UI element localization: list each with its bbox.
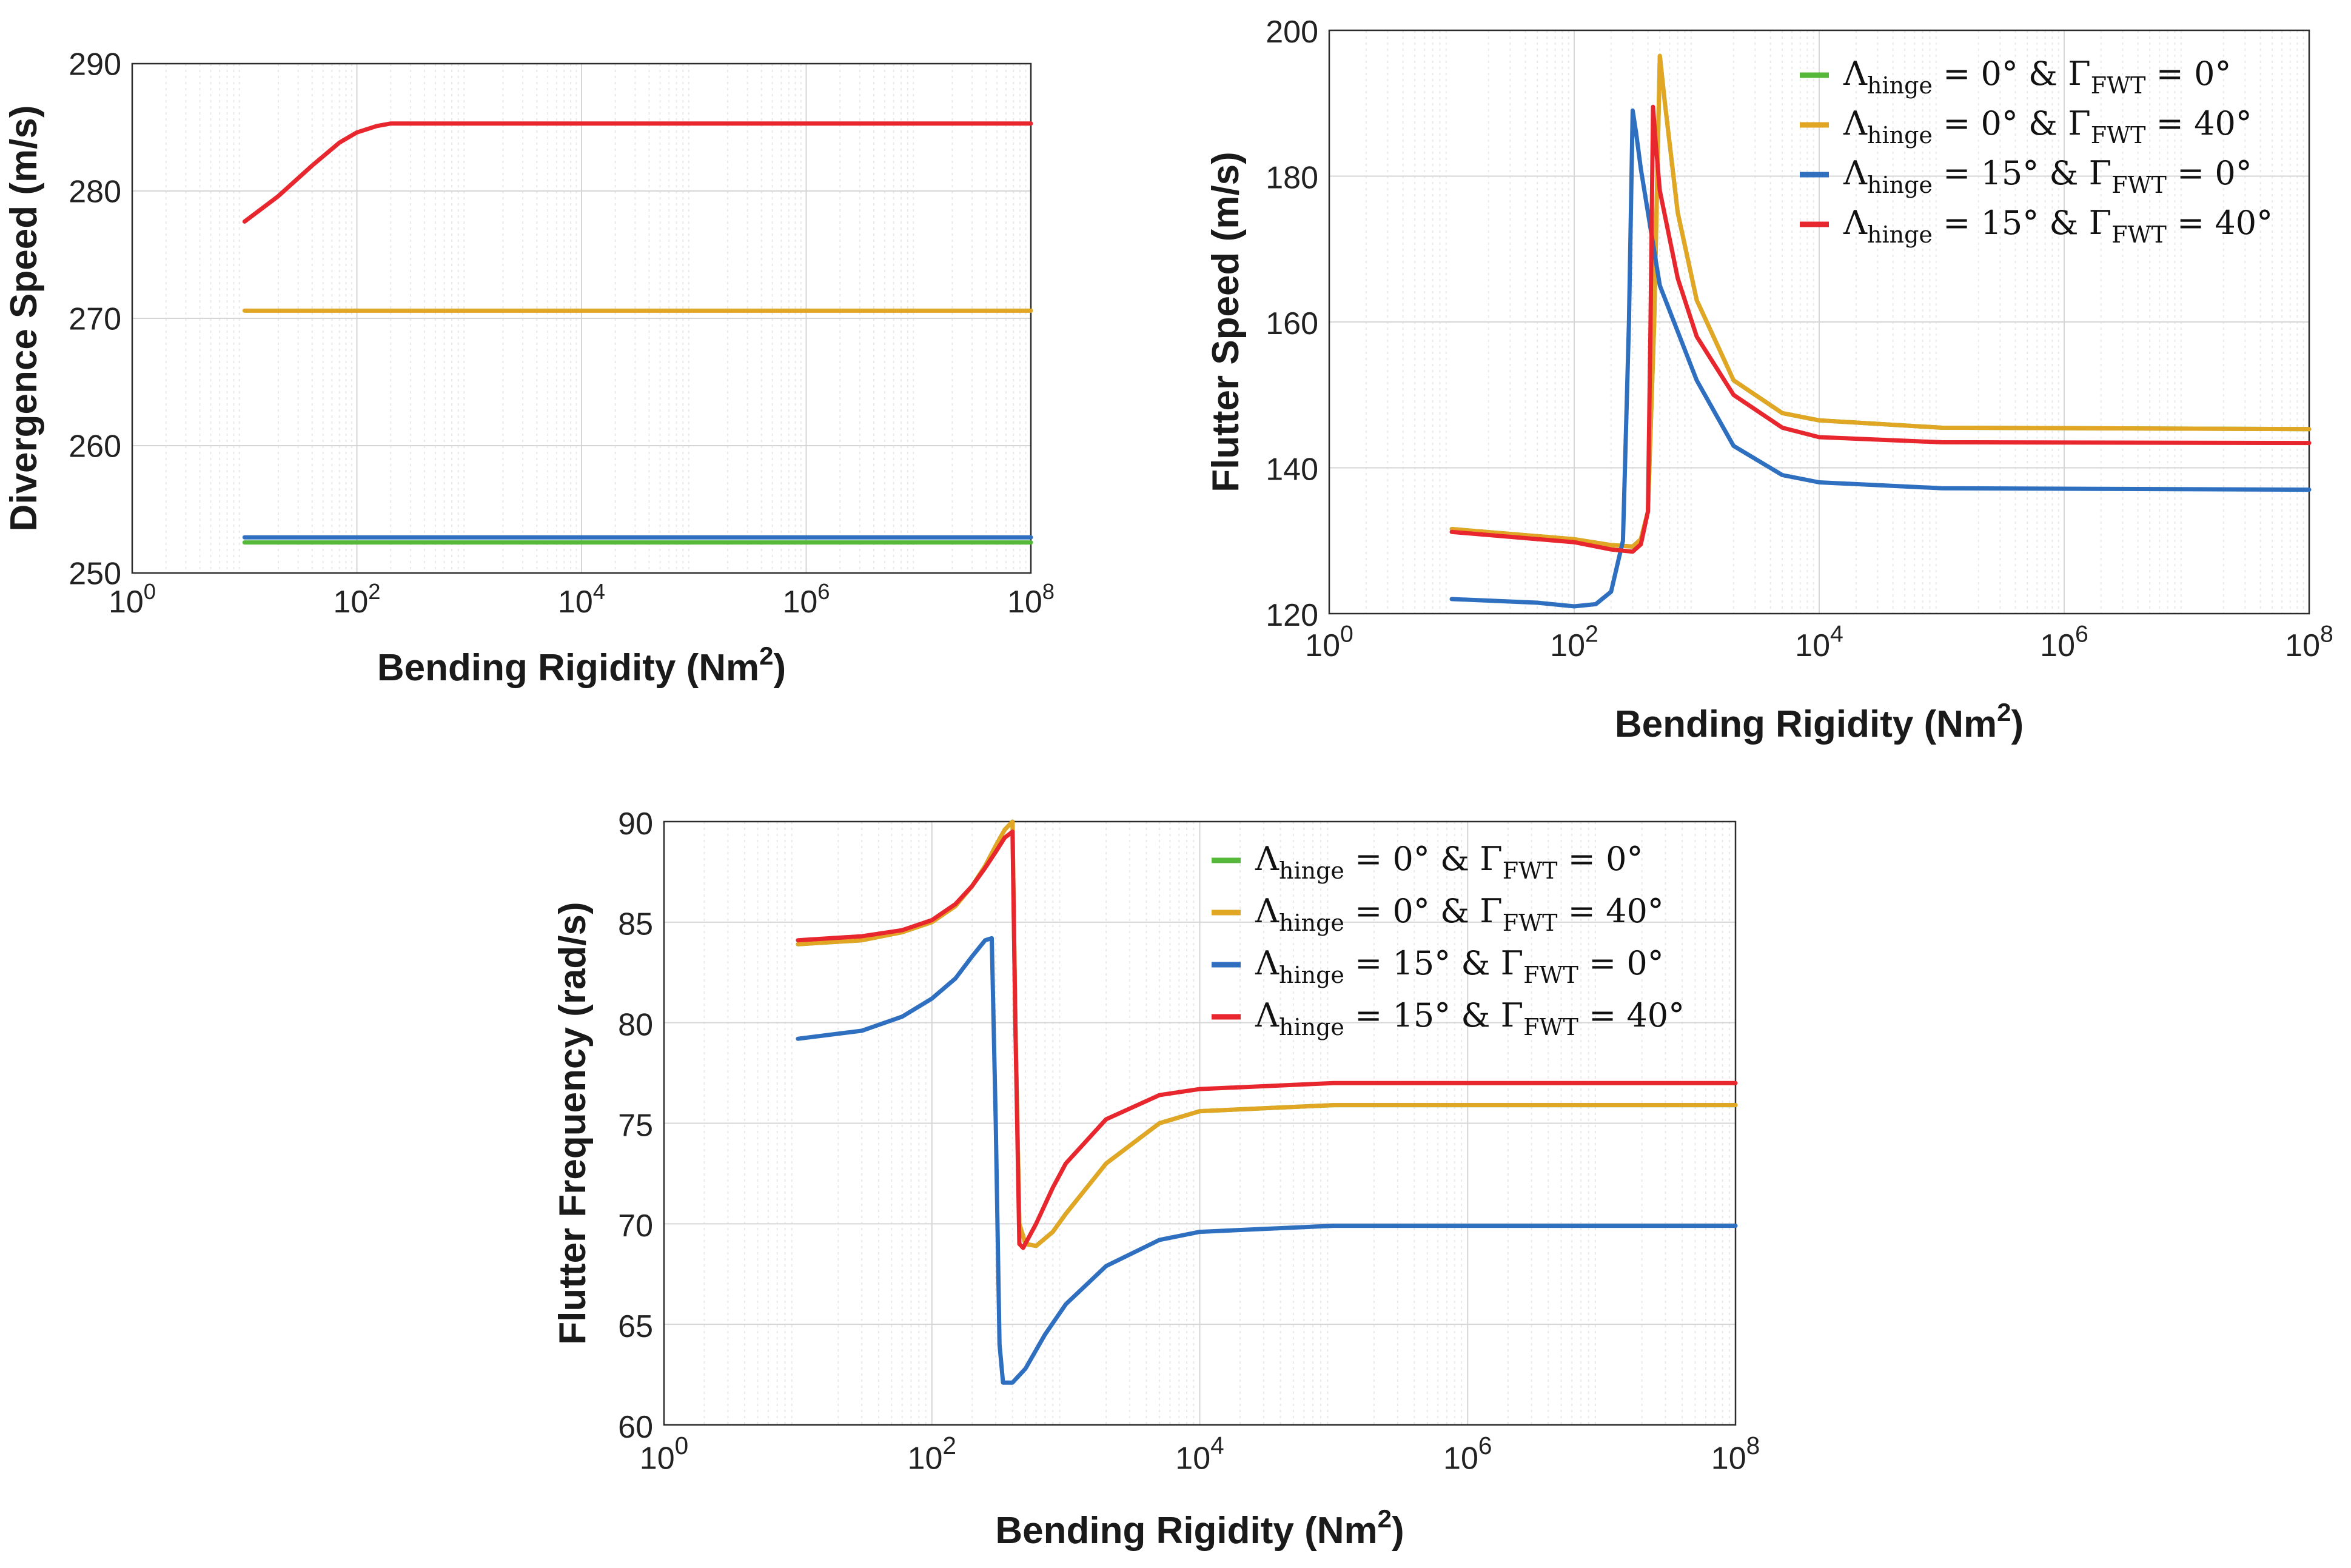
y-tick-label: 120 — [1266, 598, 1318, 633]
legend-entry-label: Λhinge = 0° & ΓFWT = 0° — [1843, 55, 2231, 99]
series-group — [1449, 53, 2312, 609]
x-axis-label: Bending Rigidity (Nm2) — [1615, 698, 2024, 745]
y-tick-label: 160 — [1266, 306, 1318, 341]
series-line-0 — [242, 121, 1033, 224]
y-tick-label: 90 — [618, 806, 653, 842]
x-tick-label: 106 — [1443, 1432, 1492, 1476]
legend: Λhinge = 0° & ΓFWT = 0° Λhinge = 0° & ΓFW… — [1800, 55, 2273, 248]
series-line-2 — [796, 936, 1738, 1385]
series-line-3 — [1449, 104, 2312, 554]
y-axis-label: Flutter Frequency (rad/s) — [552, 902, 594, 1344]
divergence-speed-chart: 250 260 270 280 290 100 102 104 106 108 Bending Ri… — [3, 47, 1055, 689]
flutter-frequency-chart: 60 65 70 75 80 85 90 100 102 104 106 108 Bending Rig… — [552, 806, 1760, 1552]
legend-entry-label: Λhinge = 15° & ΓFWT = 40° — [1255, 996, 1685, 1040]
x-tick-label: 104 — [1175, 1432, 1224, 1476]
x-axis-label: Bending Rigidity (Nm2) — [995, 1504, 1404, 1552]
x-tick-label: 100 — [109, 579, 156, 620]
legend-entry-label: Λhinge = 0° & ΓFWT = 40° — [1843, 104, 2252, 149]
x-tick-label: 104 — [558, 579, 605, 620]
x-tick-label: 106 — [2040, 621, 2088, 663]
series-line-2 — [1449, 108, 2312, 609]
y-tick-label: 290 — [69, 47, 121, 82]
x-axis-label: Bending Rigidity (Nm2) — [377, 642, 786, 689]
grid — [132, 63, 1031, 574]
legend-entry-label: Λhinge = 15° & ΓFWT = 0° — [1843, 154, 2252, 198]
plot-frame — [1328, 29, 2310, 615]
y-tick-label: 200 — [1266, 15, 1318, 50]
legend-entry-label: Λhinge = 15° & ΓFWT = 40° — [1843, 204, 2273, 248]
legend-entry-label: Λhinge = 0° & ΓFWT = 40° — [1255, 892, 1664, 936]
plot-frame — [131, 62, 1032, 574]
series-group — [796, 819, 1738, 1385]
y-axis-label: Divergence Speed (m/s) — [3, 106, 45, 532]
legend-entry-label: Λhinge = 15° & ΓFWT = 0° — [1255, 944, 1664, 988]
series-group — [242, 121, 1033, 545]
y-tick-label: 65 — [618, 1309, 653, 1344]
x-tick-label: 108 — [2285, 621, 2333, 663]
y-tick-label: 85 — [618, 907, 653, 942]
x-tick-label: 108 — [1711, 1432, 1760, 1476]
y-tick-label: 75 — [618, 1108, 653, 1143]
x-tick-label: 102 — [1550, 621, 1598, 663]
y-tick-label: 70 — [618, 1208, 653, 1244]
x-tick-label: 102 — [333, 579, 380, 620]
x-tick-label: 104 — [1795, 621, 1843, 663]
flutter-speed-chart: 120 140 160 180 200 100 102 104 106 108 Bending Ri… — [1205, 15, 2333, 745]
legend: Λhinge = 0° & ΓFWT = 0° Λhinge = 0° & ΓFW… — [1212, 840, 1685, 1040]
series-line-3 — [796, 829, 1738, 1250]
y-tick-label: 60 — [618, 1410, 653, 1445]
legend-entry-label: Λhinge = 0° & ΓFWT = 0° — [1255, 840, 1643, 884]
x-tick-label: 102 — [908, 1432, 956, 1476]
y-tick-label: 80 — [618, 1008, 653, 1043]
y-tick-label: 180 — [1266, 161, 1318, 196]
y-tick-label: 260 — [69, 429, 121, 464]
x-tick-label: 100 — [640, 1432, 688, 1476]
y-tick-label: 280 — [69, 175, 121, 210]
y-tick-label: 140 — [1266, 452, 1318, 487]
plot-frame — [663, 820, 1737, 1426]
x-tick-label: 108 — [1007, 579, 1055, 620]
y-axis-label: Flutter Speed (m/s) — [1205, 152, 1247, 492]
y-tick-label: 270 — [69, 302, 121, 337]
y-tick-label: 250 — [69, 557, 121, 592]
x-tick-label: 106 — [782, 579, 830, 620]
x-tick-label: 100 — [1305, 621, 1353, 663]
